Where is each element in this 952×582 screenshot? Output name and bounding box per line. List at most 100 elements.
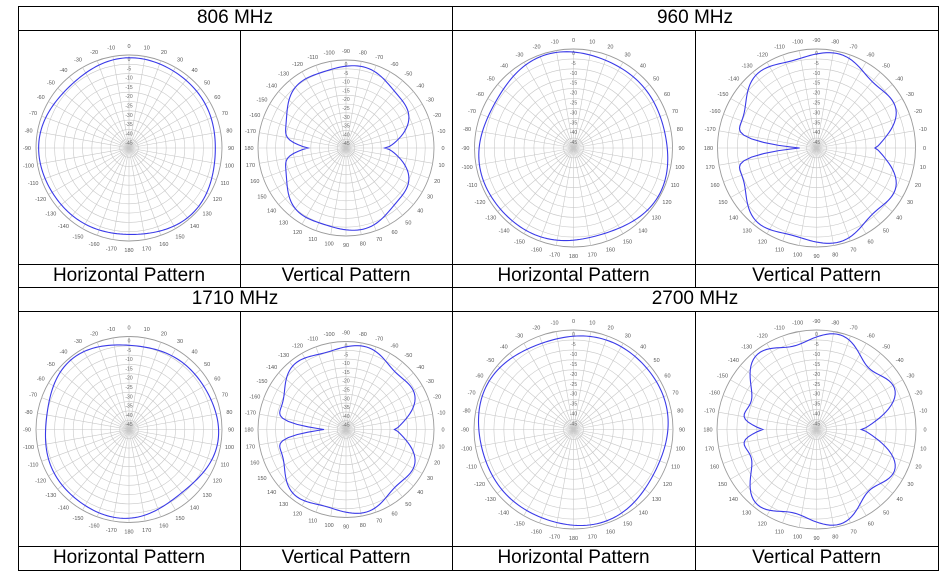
ring-level-label: -20 bbox=[125, 376, 132, 382]
ring-level-label: -30 bbox=[570, 392, 577, 398]
angle-tick-label: 100 bbox=[676, 446, 685, 452]
grid-spoke bbox=[573, 429, 624, 516]
angle-tick-label: -100 bbox=[792, 321, 803, 327]
angle-tick-label: -80 bbox=[359, 332, 367, 338]
angle-tick-label: 60 bbox=[391, 230, 397, 236]
grid-spoke bbox=[345, 429, 362, 517]
angle-tick-label: 50 bbox=[883, 229, 889, 235]
angle-tick-label: 120 bbox=[213, 197, 222, 203]
angle-tick-label: -160 bbox=[531, 247, 542, 253]
angle-tick-label: -150 bbox=[72, 234, 83, 240]
grid-spoke bbox=[96, 60, 130, 149]
angle-tick-label: 80 bbox=[226, 410, 232, 416]
grid-spoke bbox=[278, 147, 347, 205]
angle-tick-label: 110 bbox=[671, 465, 680, 471]
grid-spoke bbox=[480, 113, 574, 149]
angle-tick-label: 40 bbox=[192, 68, 198, 74]
ring-level-label: -5 bbox=[344, 71, 349, 77]
grid-spoke bbox=[816, 147, 867, 234]
angle-tick-label: -110 bbox=[308, 336, 319, 342]
angle-tick-label: -150 bbox=[256, 98, 267, 104]
grid-spoke bbox=[345, 429, 377, 513]
table-rule bbox=[695, 311, 696, 570]
horizontal-pattern-caption: Horizontal Pattern bbox=[52, 547, 206, 568]
angle-tick-label: -20 bbox=[914, 109, 922, 115]
ring-level-label: -45 bbox=[813, 140, 820, 146]
ring-level-label: -40 bbox=[125, 413, 132, 419]
angle-tick-label: 20 bbox=[434, 461, 440, 467]
angle-tick-label: 70 bbox=[851, 529, 857, 535]
grid-spoke bbox=[497, 429, 574, 494]
ring-level-label: -20 bbox=[813, 91, 820, 97]
angle-tick-label: -40 bbox=[416, 365, 424, 371]
angle-tick-label: 20 bbox=[915, 183, 921, 189]
angle-tick-label: 70 bbox=[376, 519, 382, 525]
vertical-pattern-plot: -90 -80 -70 -60 -50 -40 -30 -20 -10 0 10 20 30 40 50 60… bbox=[240, 30, 452, 264]
angle-tick-label: -40 bbox=[416, 84, 424, 90]
angle-tick-label: -140 bbox=[728, 77, 739, 83]
angle-tick-label: 0 bbox=[572, 319, 575, 325]
angle-tick-label: 130 bbox=[742, 229, 751, 235]
angle-tick-label: -90 bbox=[23, 428, 31, 434]
ring-level-label: -20 bbox=[342, 379, 349, 385]
angle-tick-label: -150 bbox=[514, 521, 525, 527]
angle-tick-label: 10 bbox=[438, 163, 444, 169]
frequency-header: 960 MHz bbox=[656, 7, 734, 28]
angle-tick-label: -80 bbox=[25, 410, 33, 416]
angle-tick-label: -160 bbox=[709, 390, 720, 396]
angle-tick-label: 20 bbox=[161, 50, 167, 56]
angle-tick-label: 60 bbox=[391, 512, 397, 518]
angle-tick-label: 130 bbox=[652, 497, 661, 503]
grid-spoke bbox=[573, 130, 672, 149]
angle-tick-label: 0 bbox=[441, 428, 444, 434]
vertical-polar-chart: -90 -80-70-60-50-40-30-20-100102030405060… bbox=[704, 38, 927, 260]
angle-tick-label: -40 bbox=[895, 77, 903, 83]
angle-tick-label: -140 bbox=[266, 365, 277, 371]
grid-spoke bbox=[48, 382, 130, 430]
grid-spoke bbox=[539, 147, 574, 242]
ring-level-label: -25 bbox=[813, 101, 820, 107]
grid-spoke bbox=[345, 61, 362, 149]
ring-level-label: -45 bbox=[125, 422, 132, 428]
grid-spoke bbox=[345, 385, 423, 430]
angle-tick-label: -160 bbox=[249, 113, 260, 119]
angle-tick-label: -40 bbox=[59, 349, 67, 355]
ring-level-label: -10 bbox=[570, 352, 577, 358]
ring-level-label: -5 bbox=[127, 348, 132, 354]
grid-spoke bbox=[556, 50, 574, 149]
angle-tick-label: -40 bbox=[500, 344, 508, 350]
grid-spoke bbox=[509, 71, 574, 149]
angle-tick-label: -100 bbox=[23, 445, 34, 451]
horizontal-pattern-grid bbox=[474, 48, 673, 248]
grid-spoke bbox=[82, 429, 130, 511]
grid-spoke bbox=[37, 147, 130, 165]
ring-level-label: -15 bbox=[570, 81, 577, 87]
angle-tick-label: -120 bbox=[292, 62, 303, 68]
frequency-header: 2700 MHz bbox=[651, 288, 739, 309]
table-rule bbox=[18, 264, 939, 265]
grid-spoke bbox=[345, 346, 377, 430]
grid-spoke bbox=[128, 429, 190, 501]
grid-spoke bbox=[573, 411, 672, 430]
angle-tick-label: -20 bbox=[433, 394, 441, 400]
frequency-header: 806 MHz bbox=[196, 7, 274, 28]
grid-spoke bbox=[345, 429, 414, 487]
angle-tick-label: -30 bbox=[906, 373, 914, 379]
angle-tick-label: 110 bbox=[220, 462, 229, 468]
grid-spoke bbox=[278, 429, 347, 487]
grid-spoke bbox=[345, 413, 433, 430]
grid-spoke bbox=[573, 147, 624, 234]
table-rule bbox=[240, 311, 241, 570]
angle-tick-label: 70 bbox=[850, 247, 856, 253]
ring-level-label: -15 bbox=[125, 85, 132, 91]
grid-spoke bbox=[816, 71, 881, 149]
ring-level-label: -25 bbox=[342, 388, 349, 394]
ring-level-label: -10 bbox=[125, 357, 132, 363]
frequency-header: 1710 MHz bbox=[191, 288, 279, 309]
angle-tick-label: 30 bbox=[624, 52, 630, 58]
angle-tick-label: 0 bbox=[572, 38, 575, 44]
grid-spoke bbox=[509, 429, 574, 506]
angle-tick-label: -170 bbox=[106, 246, 117, 252]
angle-tick-label: 130 bbox=[742, 511, 751, 517]
vertical-pattern-grid bbox=[257, 59, 435, 237]
